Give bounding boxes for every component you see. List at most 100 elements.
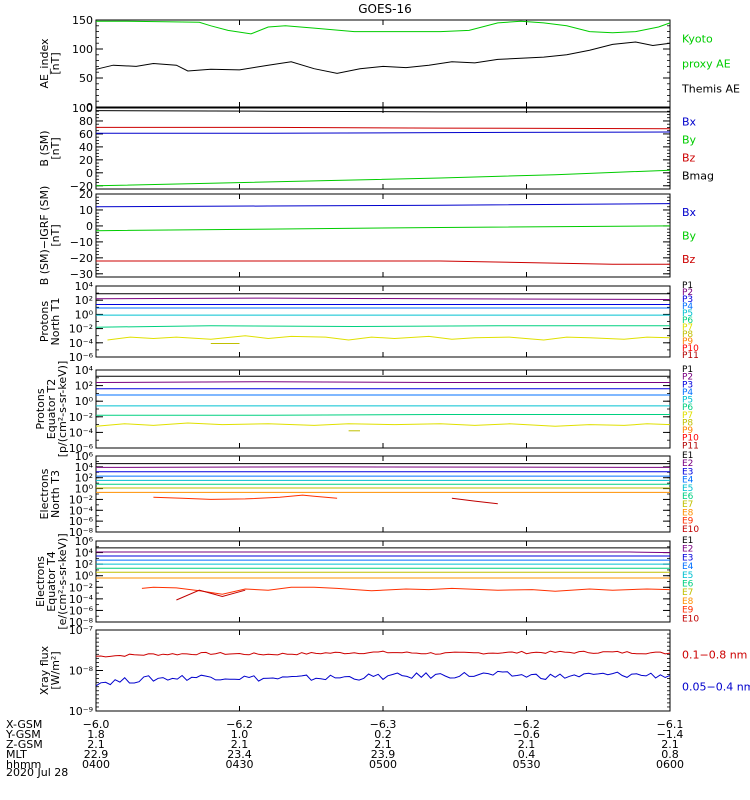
- y-axis-label: Equator T4: [45, 551, 58, 611]
- y-axis-label: [nT]: [49, 52, 62, 74]
- x-row-value: 0500: [369, 758, 397, 771]
- legend-entry: P1: [682, 281, 693, 291]
- y-tick-label: 10²: [75, 558, 93, 571]
- legend-entry: Bz: [682, 152, 696, 165]
- legend-entry: E1: [682, 536, 693, 546]
- legend-entry: Bx: [682, 116, 697, 129]
- series-p6: [95, 325, 670, 328]
- legend-entry: E2: [682, 459, 693, 469]
- y-tick-label: 0: [86, 167, 93, 180]
- x-row-value: 0.4: [518, 748, 536, 761]
- x-row-value: 1.0: [231, 728, 249, 741]
- legend-entry: E2: [682, 545, 693, 555]
- panel-ae: 0 50 100 150 AE_index[nT] Kyoto proxy AE Themis…: [38, 14, 740, 114]
- panel-xray: 10⁻⁹ 10⁻⁸ 10⁻⁷ Xray flux[W/m²] 0.1−0.8 nm 0.0…: [38, 624, 750, 718]
- legend-entry: P5: [682, 396, 693, 406]
- y-tick-label: 40: [79, 141, 93, 154]
- y-tick-label: −30: [70, 268, 93, 281]
- y-axis-label: Xray flux: [38, 645, 51, 695]
- series-p2: [95, 297, 671, 300]
- legend-entry: P10: [682, 344, 699, 354]
- legend-entry: Bx: [682, 206, 697, 219]
- y-tick-label: 10⁻⁶: [69, 351, 94, 364]
- x-row-label: Z-GSM: [6, 738, 43, 751]
- series-bx: [95, 203, 671, 208]
- x-row-value: −6.0: [83, 718, 110, 731]
- y-tick-label: 10⁰: [75, 395, 94, 408]
- y-tick-label: 20: [79, 188, 93, 201]
- series-p2: [95, 381, 670, 383]
- legend-entry: P7: [682, 411, 693, 421]
- x-row-value: −6.2: [513, 718, 540, 731]
- legend-entry: P3: [682, 295, 693, 305]
- x-row-label: X-GSM: [6, 718, 42, 731]
- date-label: 2020 Jul 28: [6, 766, 68, 779]
- series-bmag: [95, 110, 670, 113]
- y-tick-label: 10⁶: [75, 535, 94, 548]
- x-row-value: 2.1: [661, 738, 679, 751]
- y-tick-label: 0: [86, 101, 93, 114]
- legend-entry: P8: [682, 418, 693, 428]
- x-row-label: Y-GSM: [5, 728, 41, 741]
- y-tick-label: 50: [79, 72, 93, 85]
- legend-entry: P9: [682, 337, 693, 347]
- legend-entry: P10: [682, 434, 699, 444]
- legend-entry: P2: [682, 288, 693, 298]
- y-tick-label: 10²: [75, 294, 93, 307]
- legend-entry: P3: [682, 380, 693, 390]
- y-tick-label: 10⁴: [75, 547, 94, 560]
- y-axis-label: North T3: [49, 470, 62, 518]
- y-tick-label: 10⁻⁸: [69, 526, 94, 539]
- legend-entry: E5: [682, 571, 693, 581]
- y-axis-label: Protons: [34, 388, 47, 429]
- y-tick-label: 10⁴: [75, 280, 94, 293]
- x-row-value: 1.8: [87, 728, 105, 741]
- x-row-label: hhmm: [6, 758, 41, 771]
- x-row-value: −1.4: [657, 728, 684, 741]
- y-tick-label: 10⁻⁹: [69, 705, 93, 718]
- legend-entry: P6: [682, 316, 693, 326]
- series-p6: [96, 414, 670, 416]
- legend-entry: P4: [682, 302, 693, 312]
- legend-entry: E6: [682, 580, 694, 590]
- y-tick-label: 10²: [75, 472, 93, 485]
- x-row-value: 2.1: [374, 738, 392, 751]
- x-row-value: 2.1: [231, 738, 249, 751]
- legend-entry: P8: [682, 330, 693, 340]
- y-axis-label: [nT]: [49, 137, 62, 159]
- series-e9: [141, 586, 671, 595]
- legend-entry: E7: [682, 588, 693, 598]
- y-tick-label: 0: [86, 220, 93, 233]
- y-axis-label: B (SM): [38, 130, 51, 166]
- legend-entry: E3: [682, 467, 693, 477]
- panel-frame: [95, 19, 671, 108]
- series-by: [95, 169, 671, 187]
- x-row-value: 0600: [656, 758, 684, 771]
- x-row-value: −6.2: [226, 718, 253, 731]
- legend-entry: E8: [682, 508, 694, 518]
- series-themis-ae: [95, 41, 671, 74]
- y-tick-label: 100: [72, 43, 93, 56]
- panel-frame: [95, 285, 671, 358]
- legend-entry: P9: [682, 426, 693, 436]
- panel-frame: [95, 629, 671, 712]
- legend-entry: P5: [682, 309, 693, 319]
- legend-entry: P7: [682, 323, 693, 333]
- y-tick-label: −20: [70, 180, 93, 193]
- series-kyoto-proxy-ae: [96, 20, 671, 35]
- legend-entry: E4: [682, 562, 694, 572]
- chart-title: GOES-16: [358, 2, 412, 16]
- y-tick-label: 100: [72, 102, 93, 115]
- x-row-value: 2.1: [518, 738, 536, 751]
- y-tick-label: 10⁻⁷: [69, 624, 93, 637]
- legend-entry: By: [682, 230, 697, 243]
- y-tick-label: 10⁰: [75, 483, 94, 496]
- y-tick-label: 10⁻²: [69, 411, 93, 424]
- legend-entry: Kyoto: [682, 33, 713, 46]
- legend-entry: E1: [682, 451, 693, 461]
- series-bz: [96, 126, 671, 130]
- y-tick-label: 10⁻⁶: [69, 515, 94, 528]
